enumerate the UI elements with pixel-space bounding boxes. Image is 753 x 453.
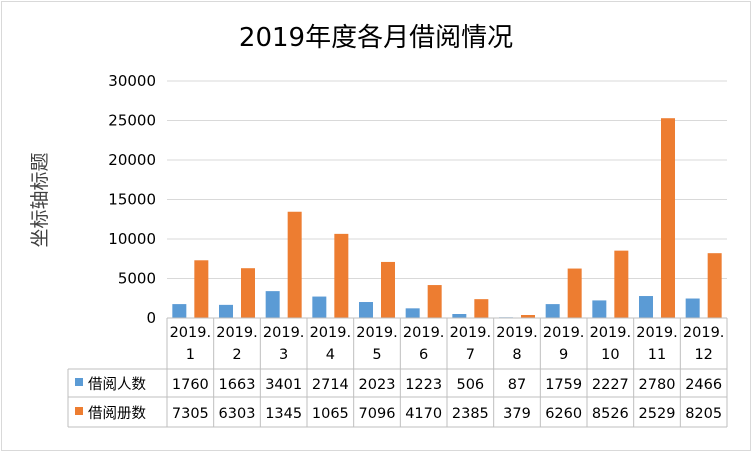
bar-volumes-6 bbox=[427, 285, 442, 318]
table-cell: 1760 bbox=[172, 377, 209, 393]
legend-key-borrowers bbox=[75, 378, 83, 386]
bar-volumes-8 bbox=[521, 315, 535, 318]
gridlines: 0 5000 10000 15000 20000 25000 30000 bbox=[108, 72, 727, 327]
x-tick-label: 2019. 3 bbox=[263, 325, 305, 363]
bar-borrowers-6 bbox=[405, 308, 420, 318]
bar-volumes-2 bbox=[241, 268, 255, 318]
bar-borrowers-12 bbox=[685, 298, 700, 318]
bar-borrowers-4 bbox=[312, 296, 327, 318]
bar-borrowers-11 bbox=[639, 296, 653, 318]
bar-volumes-11 bbox=[661, 118, 675, 318]
table-cell: 7305 bbox=[172, 406, 209, 422]
y-tick-label: 5000 bbox=[118, 270, 156, 288]
bar-volumes-5 bbox=[381, 261, 395, 318]
x-tick-label: 2019. 2 bbox=[216, 325, 258, 363]
bar-borrowers-1 bbox=[172, 304, 187, 318]
table-cell: 1345 bbox=[265, 406, 302, 422]
y-tick-label: 0 bbox=[146, 309, 156, 327]
table-cell: 8205 bbox=[685, 406, 722, 422]
x-tick-label: 2019. 12 bbox=[683, 325, 725, 363]
y-tick-label: 10000 bbox=[108, 230, 156, 248]
bar-volumes-3 bbox=[287, 211, 302, 318]
bar-volumes-9 bbox=[567, 268, 582, 318]
y-tick-label: 25000 bbox=[108, 112, 156, 130]
y-axis-title: 坐标轴标题 bbox=[29, 152, 51, 247]
table-cell: 2714 bbox=[312, 377, 349, 393]
x-tick-label: 2019. 5 bbox=[356, 325, 398, 363]
y-tick-label: 20000 bbox=[108, 151, 156, 169]
x-tick-label: 2019. 6 bbox=[403, 325, 445, 363]
table-cell: 6303 bbox=[219, 406, 256, 422]
legend-label: 借阅册数 bbox=[88, 405, 146, 422]
table-cell: 2227 bbox=[592, 377, 629, 393]
table-cell: 2023 bbox=[359, 377, 396, 393]
table-cell: 506 bbox=[456, 377, 484, 393]
table-cell: 4170 bbox=[405, 406, 442, 422]
x-tick-label: 2019. 7 bbox=[450, 325, 492, 363]
bar-volumes-10 bbox=[614, 250, 629, 318]
legend-key-volumes bbox=[75, 407, 83, 415]
x-tick-label: 2019. 11 bbox=[636, 325, 678, 363]
table-cell: 1759 bbox=[545, 377, 582, 393]
table-cell: 1065 bbox=[312, 406, 349, 422]
x-tick-label: 2019. 1 bbox=[170, 325, 212, 363]
table-cell: 379 bbox=[503, 406, 531, 422]
table-cell: 1223 bbox=[405, 377, 442, 393]
table-cell: 87 bbox=[508, 377, 526, 393]
bar-volumes-4 bbox=[334, 233, 349, 318]
table-cell: 6260 bbox=[545, 406, 582, 422]
bar-borrowers-3 bbox=[265, 291, 280, 318]
table-cell: 1663 bbox=[219, 377, 256, 393]
table-cell: 2780 bbox=[639, 377, 676, 393]
x-tick-label: 2019. 10 bbox=[590, 325, 632, 363]
table-cell: 2529 bbox=[639, 406, 676, 422]
table-cell: 2466 bbox=[685, 377, 722, 393]
table-cell: 8526 bbox=[592, 406, 629, 422]
bar-borrowers-10 bbox=[592, 300, 607, 318]
bar-volumes-7 bbox=[474, 299, 489, 318]
bar-borrowers-2 bbox=[219, 304, 233, 318]
bar-volumes-12 bbox=[707, 253, 722, 318]
table-cell: 2385 bbox=[452, 406, 489, 422]
bar-volumes-1 bbox=[194, 260, 209, 318]
legend-label: 借阅人数 bbox=[88, 376, 146, 393]
bar-borrowers-7 bbox=[452, 314, 467, 318]
y-tick-label: 15000 bbox=[108, 191, 156, 209]
bar-borrowers-5 bbox=[359, 302, 373, 318]
x-tick-label: 2019. 8 bbox=[496, 325, 538, 363]
bar-borrowers-9 bbox=[545, 304, 560, 318]
table-cell: 3401 bbox=[265, 377, 302, 393]
x-tick-label: 2019. 4 bbox=[310, 325, 352, 363]
y-tick-label: 30000 bbox=[108, 72, 156, 90]
chart-title: 2019年度各月借阅情况 bbox=[239, 23, 513, 53]
table-cell: 7096 bbox=[359, 406, 396, 422]
bars bbox=[172, 118, 722, 318]
x-tick-label: 2019. 9 bbox=[543, 325, 585, 363]
